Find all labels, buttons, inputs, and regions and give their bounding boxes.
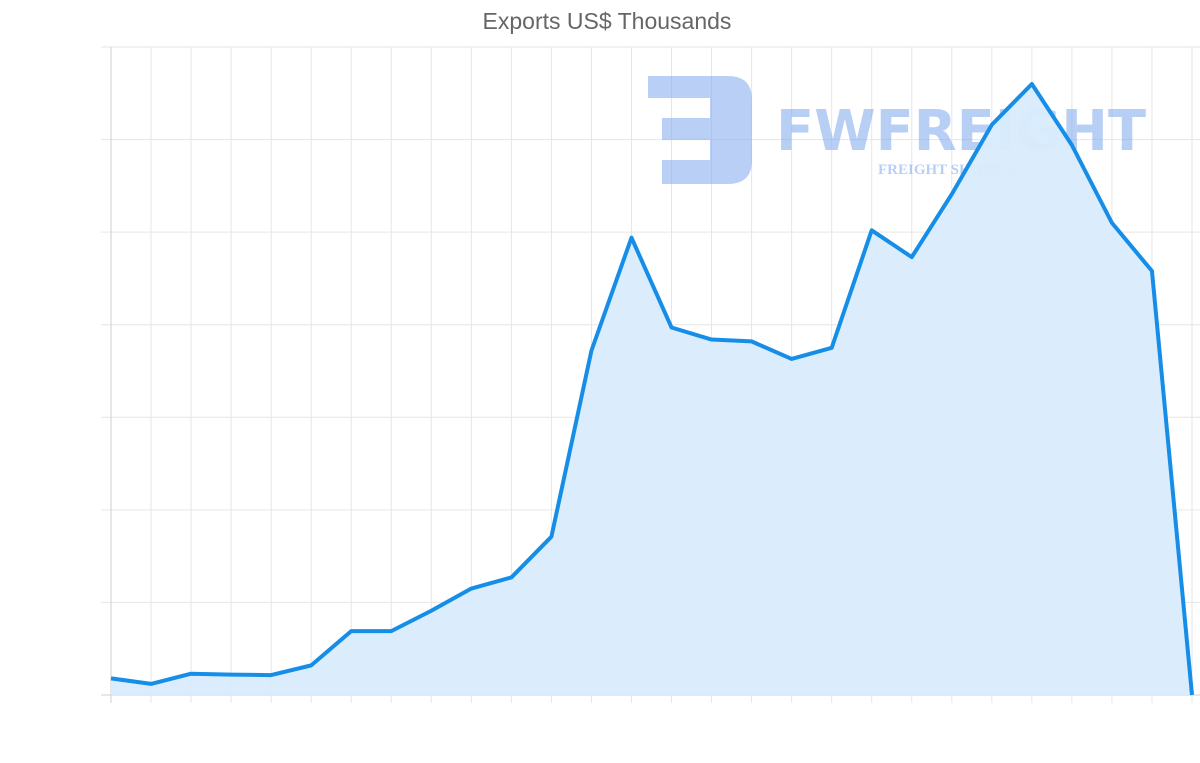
watermark-brand: FWFREIGHT [776,99,1146,164]
area-fill [111,84,1192,696]
data-line [110,82,1194,696]
logo-icon [648,76,752,184]
chart-title: Exports US$ Thousands [482,8,732,34]
